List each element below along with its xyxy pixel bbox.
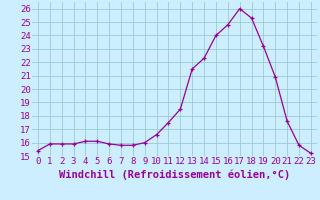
X-axis label: Windchill (Refroidissement éolien,°C): Windchill (Refroidissement éolien,°C) [59, 169, 290, 180]
